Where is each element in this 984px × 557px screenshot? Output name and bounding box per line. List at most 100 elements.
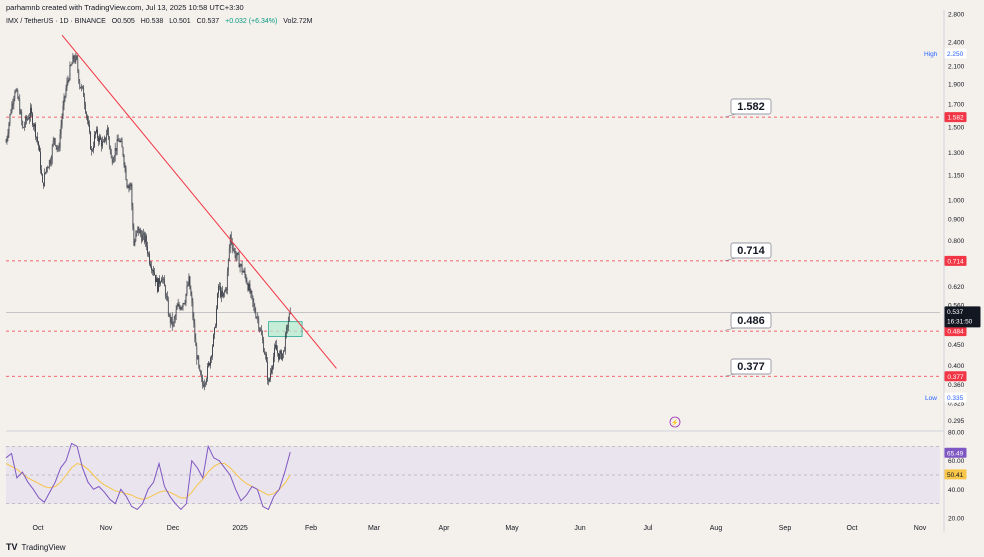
candle-body (226, 271, 228, 291)
level-price-tag-text: 0.714 (947, 258, 964, 265)
candle-body (47, 167, 49, 169)
candle-body (27, 118, 28, 120)
candle-body (136, 230, 138, 235)
candle-body (109, 146, 111, 152)
candle-body (39, 146, 40, 152)
candle-body (99, 136, 100, 142)
candle-body (133, 227, 135, 246)
candle-body (163, 278, 165, 287)
candle-body (80, 86, 82, 89)
candle-body (251, 291, 253, 296)
candle-body (189, 276, 191, 289)
callout-box[interactable] (730, 312, 772, 329)
candle-body (223, 291, 225, 293)
candle-body (238, 254, 240, 268)
candle-body (94, 134, 95, 147)
candle-body (73, 55, 75, 59)
candle-body (284, 333, 286, 351)
candle-body (169, 314, 171, 323)
callout-text: 0.486 (737, 315, 765, 327)
candle-body (142, 234, 144, 242)
candle-body (269, 378, 270, 382)
candle-body (91, 149, 92, 151)
candle-body (176, 306, 178, 310)
x-tick-label: Nov (100, 525, 113, 532)
candle-body (26, 117, 28, 120)
candle-body (223, 292, 224, 297)
candle-body (60, 124, 62, 134)
level-price-tag (944, 255, 967, 266)
candle-body (85, 104, 87, 113)
alert-icon[interactable] (669, 416, 681, 428)
candle-body (227, 259, 229, 272)
candle-body (126, 179, 128, 187)
candle-body (29, 117, 30, 120)
x-tick-label: Dec (167, 525, 180, 532)
rsi-tick-label: 60.00 (948, 458, 965, 465)
candle-body (208, 362, 209, 367)
candle-body (125, 167, 127, 180)
tradingview-logo-icon: TV (6, 542, 18, 552)
rsi-tick-label: 20.00 (948, 516, 965, 523)
candle-body (121, 141, 123, 148)
candle-body (150, 263, 151, 267)
candle-body (127, 186, 129, 188)
x-tick-label: Oct (847, 525, 858, 532)
candle-body (187, 285, 189, 286)
candle-body (277, 350, 278, 353)
candle-body (140, 230, 142, 235)
y-tick-label: 2.800 (948, 12, 965, 19)
symbol-name[interactable]: IMX / TetherUS · 1D · BINANCE (6, 18, 106, 25)
candle-body (96, 129, 97, 132)
ohlc-open: O0.505 (111, 18, 135, 25)
candle-body (62, 105, 64, 117)
y-tick-label: 2.100 (948, 63, 965, 70)
current-price-value: 0.537 (947, 309, 964, 316)
candle-body (152, 269, 153, 271)
candle-body (286, 327, 288, 329)
candle-body (195, 338, 197, 347)
candle-body (173, 318, 175, 323)
candle-body (220, 286, 221, 297)
candle-body (224, 288, 226, 292)
candle-body (158, 278, 159, 292)
candle-body (74, 58, 76, 62)
candle-body (101, 139, 102, 147)
callout-box[interactable] (730, 98, 772, 115)
candle-body (93, 146, 94, 151)
ohlc-close: C0.537 (196, 18, 220, 25)
candle-body (110, 151, 112, 158)
candle-body (130, 184, 132, 186)
y-tick-label: 0.295 (948, 418, 965, 425)
candle-body (261, 330, 263, 335)
candle-body (156, 278, 157, 283)
y-tick-label: 1.700 (948, 102, 965, 109)
candle-body (5, 141, 7, 143)
callout-box[interactable] (730, 242, 772, 259)
rsi-line (5, 442, 291, 511)
trendline[interactable] (61, 34, 337, 369)
price-chart[interactable]: 2.800 2.400 2.100 1.900 1.700 1.500 1.300 1.150… (0, 0, 984, 540)
candle-body (252, 295, 254, 303)
candle-body (255, 312, 257, 318)
candle-body (32, 113, 33, 126)
candle-body (148, 253, 149, 255)
callout-box[interactable] (730, 358, 772, 375)
y-tick-label: 1.500 (948, 124, 965, 131)
candle-body (67, 80, 69, 82)
candle-body (215, 325, 216, 328)
rsi-value-tag (944, 469, 967, 480)
candle-body (10, 112, 12, 115)
candle-body (183, 303, 185, 305)
candle-body (249, 283, 251, 293)
candle-body (154, 272, 155, 275)
candle-body (190, 288, 192, 296)
candle-body (44, 173, 45, 186)
candle-body (225, 288, 227, 291)
candle-body (285, 327, 287, 334)
candle-body (245, 275, 247, 281)
rsi-value-text: 65.49 (947, 450, 964, 457)
candle-body (15, 90, 17, 93)
candle-body (107, 127, 109, 138)
candle-body (56, 146, 58, 150)
